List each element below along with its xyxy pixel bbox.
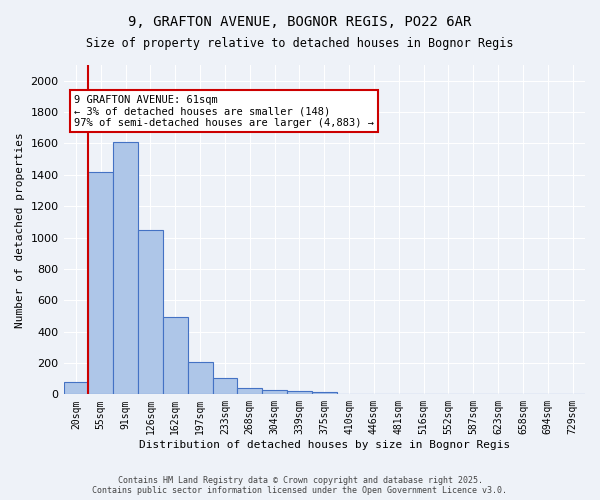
Bar [212, 378, 238, 394]
Text: Size of property relative to detached houses in Bognor Regis: Size of property relative to detached ho… [86, 38, 514, 51]
Bar [287, 391, 312, 394]
X-axis label: Distribution of detached houses by size in Bognor Regis: Distribution of detached houses by size … [139, 440, 510, 450]
Bar [188, 362, 212, 394]
Bar [138, 230, 163, 394]
Text: 9, GRAFTON AVENUE, BOGNOR REGIS, PO22 6AR: 9, GRAFTON AVENUE, BOGNOR REGIS, PO22 6A… [128, 15, 472, 29]
Bar [64, 382, 88, 394]
Bar [238, 388, 262, 394]
Bar [262, 390, 287, 394]
Bar [88, 172, 113, 394]
Text: 9 GRAFTON AVENUE: 61sqm
← 3% of detached houses are smaller (148)
97% of semi-de: 9 GRAFTON AVENUE: 61sqm ← 3% of detached… [74, 94, 374, 128]
Bar [113, 142, 138, 395]
Text: Contains HM Land Registry data © Crown copyright and database right 2025.
Contai: Contains HM Land Registry data © Crown c… [92, 476, 508, 495]
Bar [163, 318, 188, 394]
Bar [312, 392, 337, 394]
Y-axis label: Number of detached properties: Number of detached properties [15, 132, 25, 328]
